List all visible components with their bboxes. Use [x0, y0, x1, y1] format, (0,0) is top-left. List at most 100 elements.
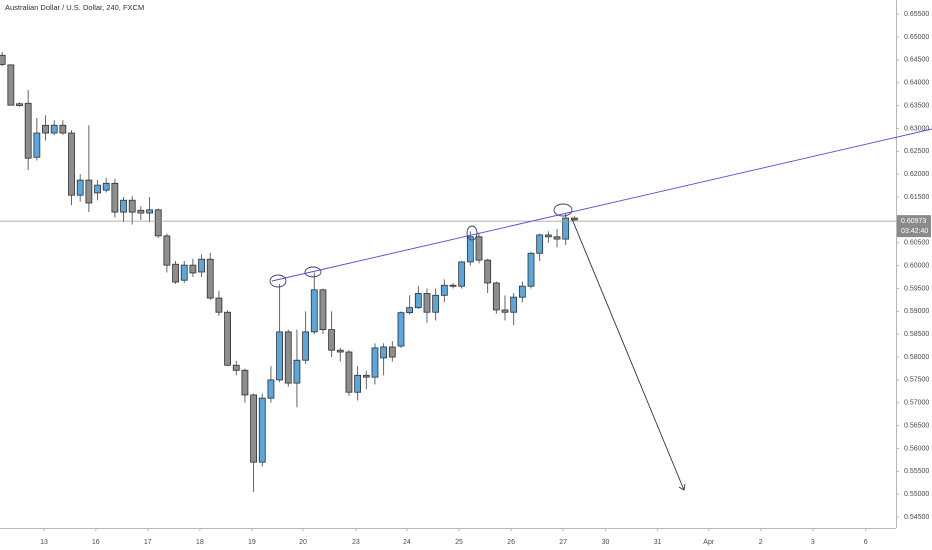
candle-body	[189, 264, 197, 274]
candle-body	[146, 209, 153, 214]
y-tick-label: 0.64500	[904, 57, 929, 64]
candle-body	[293, 359, 301, 384]
candle-body	[544, 234, 552, 238]
candle-body	[224, 311, 231, 366]
y-tick-label: 0.56500	[904, 422, 929, 429]
y-tick-label: 0.61500	[904, 194, 929, 201]
candle-body	[267, 379, 275, 399]
x-tick-label: 17	[144, 539, 152, 546]
candle-body	[510, 296, 518, 313]
x-tick-label: 6	[864, 539, 868, 546]
x-tick-label: 24	[403, 539, 411, 546]
arrow-head	[678, 483, 686, 491]
x-tick-label: 2	[759, 539, 763, 546]
candle-body	[102, 182, 110, 191]
x-tick-label: 3	[811, 539, 815, 546]
candle-body	[85, 179, 93, 204]
y-tick-label: 0.59000	[904, 308, 929, 315]
y-tick-label: 0.58500	[904, 331, 929, 338]
y-tick-label: 0.65500	[904, 11, 929, 18]
candle-body	[276, 331, 283, 381]
candle-body	[362, 374, 370, 378]
candle-body	[68, 132, 75, 196]
y-tick-label: 0.57000	[904, 400, 929, 407]
x-tick-label: 30	[602, 539, 610, 546]
x-tick-label: 19	[248, 539, 256, 546]
candle-body	[440, 284, 448, 296]
candle-body	[475, 236, 483, 261]
candle-body	[466, 236, 474, 263]
candle-body	[553, 236, 561, 240]
candle-body	[94, 184, 101, 194]
candle-body	[414, 293, 422, 309]
projection-arrow	[571, 218, 685, 491]
candle-body	[310, 289, 318, 333]
candle-body	[50, 124, 58, 134]
x-tick-label: 20	[299, 539, 307, 546]
y-tick-label: 0.59500	[904, 285, 929, 292]
candle-body	[180, 264, 188, 281]
candle-body	[406, 307, 414, 314]
candle-body	[16, 103, 23, 107]
last-price-box	[897, 215, 931, 238]
candle-body	[33, 132, 41, 158]
candle-body	[0, 54, 6, 65]
candle-body	[518, 285, 526, 298]
y-tick-label: 0.65000	[904, 34, 929, 41]
chart-title: Australian Dollar / U.S. Dollar, 240, FX…	[5, 3, 144, 12]
countdown-label: 03:42:40	[901, 228, 928, 235]
candle-body	[250, 394, 257, 463]
candle-body	[336, 349, 344, 353]
candle-body	[128, 199, 136, 213]
candle-body	[562, 217, 570, 240]
marker-ellipse	[304, 266, 322, 278]
trend-line	[271, 128, 932, 282]
candle-body	[59, 124, 67, 134]
y-tick-label: 0.62500	[904, 148, 929, 155]
candle-body	[76, 179, 84, 196]
last-price-label: 0.60973	[901, 218, 926, 225]
candle-body	[215, 297, 223, 313]
y-tick-label: 0.60000	[904, 262, 929, 269]
y-tick-label: 0.57500	[904, 377, 929, 384]
x-tick-label: Apr	[703, 539, 715, 546]
candle-body	[449, 284, 457, 287]
drawings	[269, 128, 932, 491]
candle-body	[345, 351, 353, 393]
y-tick-label: 0.55000	[904, 491, 929, 498]
plot-area	[0, 52, 896, 492]
candle-body	[284, 331, 292, 384]
candle-body	[232, 364, 240, 371]
candle-body	[111, 182, 119, 213]
y-tick-label: 0.63000	[904, 125, 929, 132]
y-tick-label: 0.58000	[904, 354, 929, 361]
candle-body	[120, 199, 127, 213]
candle-body	[536, 234, 544, 254]
candle-body	[432, 294, 440, 313]
candle-body	[172, 263, 179, 283]
candle-body	[258, 397, 266, 463]
candle-body	[371, 347, 379, 378]
candle-body	[388, 346, 396, 358]
candle-body	[42, 124, 49, 134]
x-tick-label: 13	[40, 539, 48, 546]
x-tick-label: 18	[196, 539, 204, 546]
y-tick-label: 0.64000	[904, 80, 929, 87]
candle-body	[492, 282, 500, 311]
candle-body	[24, 102, 32, 159]
y-tick-label: 0.55500	[904, 468, 929, 475]
candle-body	[423, 293, 431, 313]
candle-body	[484, 259, 492, 284]
candle-body	[198, 258, 205, 273]
candle-body	[527, 252, 535, 287]
candle-body	[154, 209, 162, 237]
candle-body	[458, 261, 466, 287]
candle-body	[354, 374, 362, 393]
candle-body	[137, 209, 145, 214]
marker-ellipse	[553, 203, 573, 217]
x-tick-label: 16	[92, 539, 100, 546]
candle-body	[302, 331, 310, 361]
x-tick-label: 27	[559, 539, 567, 546]
candle-body	[206, 258, 214, 299]
